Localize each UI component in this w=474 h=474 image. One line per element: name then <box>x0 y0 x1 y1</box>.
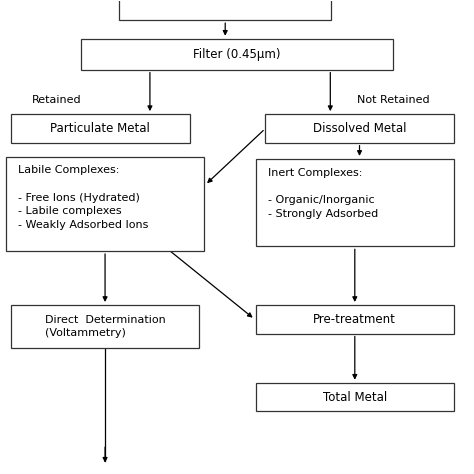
FancyBboxPatch shape <box>256 383 454 411</box>
Text: Pre-treatment: Pre-treatment <box>313 313 396 326</box>
Text: Inert Complexes:

- Organic/Inorganic
- Strongly Adsorbed: Inert Complexes: - Organic/Inorganic - S… <box>268 168 378 219</box>
FancyBboxPatch shape <box>256 305 454 334</box>
Text: Filter (0.45μm): Filter (0.45μm) <box>193 48 281 61</box>
Text: Total Metal: Total Metal <box>323 391 387 404</box>
Text: Dissolved Metal: Dissolved Metal <box>313 122 406 135</box>
Text: Not Retained: Not Retained <box>357 95 430 105</box>
Text: Retained: Retained <box>32 95 82 105</box>
Text: Direct  Determination
(Voltammetry): Direct Determination (Voltammetry) <box>45 315 165 338</box>
FancyBboxPatch shape <box>82 39 392 70</box>
Text: Labile Complexes:

- Free Ions (Hydrated)
- Labile complexes
- Weakly Adsorbed I: Labile Complexes: - Free Ions (Hydrated)… <box>18 165 148 230</box>
FancyBboxPatch shape <box>119 0 331 20</box>
FancyBboxPatch shape <box>256 159 454 246</box>
Text: Particulate Metal: Particulate Metal <box>50 122 150 135</box>
FancyBboxPatch shape <box>265 115 454 143</box>
FancyBboxPatch shape <box>11 115 190 143</box>
FancyBboxPatch shape <box>11 305 199 348</box>
FancyBboxPatch shape <box>6 157 204 251</box>
